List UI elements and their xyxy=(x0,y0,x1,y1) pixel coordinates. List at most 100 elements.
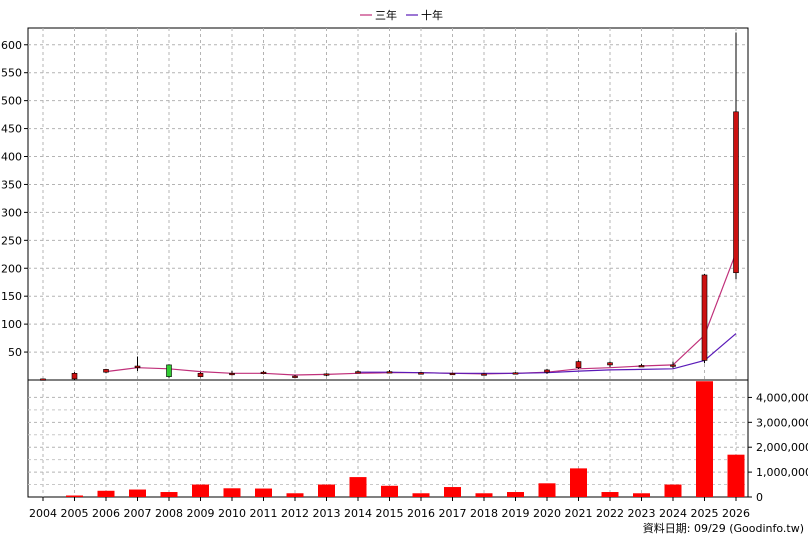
candle-body xyxy=(355,371,361,374)
candle xyxy=(292,374,298,378)
candle xyxy=(260,371,267,375)
x-tick-label: 2007 xyxy=(124,507,152,520)
candle xyxy=(166,364,172,378)
price-tick-label: 500 xyxy=(1,95,22,108)
price-tick-label: 450 xyxy=(1,123,22,136)
candle-body xyxy=(386,371,393,374)
candle-body xyxy=(481,373,487,376)
candle-body xyxy=(197,372,204,377)
candle-body xyxy=(292,375,298,378)
x-tick-label: 2022 xyxy=(596,507,624,520)
volume-bar xyxy=(318,484,335,497)
candle xyxy=(71,372,78,380)
volume-bar xyxy=(349,477,367,497)
footer-note: 資料日期: 09/29 (Goodinfo.tw) xyxy=(643,521,804,535)
price-tick-label: 600 xyxy=(1,39,22,52)
volume-bar xyxy=(696,381,713,497)
candle-body xyxy=(103,369,109,373)
x-tick-label: 2023 xyxy=(628,507,656,520)
x-tick-label: 2011 xyxy=(250,507,278,520)
volume-bar xyxy=(444,487,461,497)
candle-body xyxy=(134,365,141,369)
candle xyxy=(386,369,393,374)
legend-label-ten-year: 十年 xyxy=(421,8,443,22)
volume-bar xyxy=(570,468,587,497)
candle-body xyxy=(733,111,739,274)
volume-bar xyxy=(727,454,745,497)
candle xyxy=(701,273,708,364)
volume-bar xyxy=(412,493,430,497)
price-tick-label: 250 xyxy=(1,234,22,247)
volume-bar xyxy=(538,483,556,497)
volume-bar xyxy=(129,489,146,497)
x-tick-label: 2013 xyxy=(313,507,341,520)
x-tick-label: 2019 xyxy=(502,507,530,520)
volume-bar xyxy=(192,484,209,497)
x-tick-label: 2026 xyxy=(722,507,750,520)
candle-body xyxy=(229,372,235,376)
volume-tick-label: 0 xyxy=(756,491,763,504)
x-tick-label: 2016 xyxy=(407,507,435,520)
candle-body xyxy=(166,364,172,377)
volume-bar xyxy=(97,490,115,497)
candle xyxy=(575,360,582,369)
x-tick-label: 2021 xyxy=(565,507,593,520)
x-tick-label: 2017 xyxy=(439,507,467,520)
x-tick-label: 2024 xyxy=(659,507,687,520)
candle xyxy=(512,372,519,375)
candle-body xyxy=(260,371,267,374)
candle-body xyxy=(418,372,424,375)
candle xyxy=(733,32,739,280)
x-tick-label: 2008 xyxy=(155,507,183,520)
volume-bars xyxy=(66,381,745,497)
volume-tick-label: 3,000,000 xyxy=(756,416,808,429)
volume-tick-label: 4,000,000 xyxy=(756,391,808,404)
volume-bar xyxy=(633,493,650,497)
price-tick-label: 200 xyxy=(1,262,22,275)
price-tick-label: 400 xyxy=(1,151,22,164)
candle xyxy=(670,361,676,369)
candle xyxy=(418,372,424,375)
candle xyxy=(638,363,645,368)
candle-body xyxy=(575,361,582,369)
x-tick-label: 2014 xyxy=(344,507,372,520)
price-tick-label: 50 xyxy=(8,346,22,359)
price-tick-label: 150 xyxy=(1,290,22,303)
x-tick-label: 2009 xyxy=(187,507,215,520)
volume-bar xyxy=(475,493,493,497)
candle-body xyxy=(701,274,708,361)
x-tick-label: 2012 xyxy=(281,507,309,520)
price-tick-label: 550 xyxy=(1,67,22,80)
price-panel xyxy=(27,27,749,381)
candle xyxy=(481,373,487,376)
candle-body xyxy=(670,364,676,367)
x-tick-label: 2004 xyxy=(29,507,57,520)
volume-bar xyxy=(507,492,524,497)
volume-bar xyxy=(160,492,178,497)
price-tick-label: 300 xyxy=(1,206,22,219)
volume-tick-label: 1,000,000 xyxy=(756,466,808,479)
legend-label-three-year: 三年 xyxy=(375,8,397,22)
grid xyxy=(28,28,748,497)
candle xyxy=(323,373,330,377)
volume-bar xyxy=(66,495,83,497)
candle xyxy=(544,368,550,374)
x-tick-label: 2025 xyxy=(691,507,719,520)
volume-bar xyxy=(381,485,398,497)
candle-body xyxy=(638,365,645,368)
candle-body xyxy=(71,372,78,380)
volume-bar xyxy=(286,493,304,497)
volume-bar xyxy=(601,492,619,497)
candle xyxy=(607,361,613,368)
price-axis: 50 100 150 200 250 300 350 400 450 500 550 600 xyxy=(1,39,28,359)
candle-body xyxy=(512,372,519,375)
candle-body xyxy=(544,369,550,373)
x-tick-label: 2015 xyxy=(376,507,404,520)
candle xyxy=(40,378,46,381)
candle-body xyxy=(323,373,330,376)
volume-tick-label: 2,000,000 xyxy=(756,441,808,454)
x-tick-label: 2010 xyxy=(218,507,246,520)
legend: 三年 十年 xyxy=(360,8,443,22)
volume-bar xyxy=(223,488,241,497)
candle xyxy=(355,370,361,374)
